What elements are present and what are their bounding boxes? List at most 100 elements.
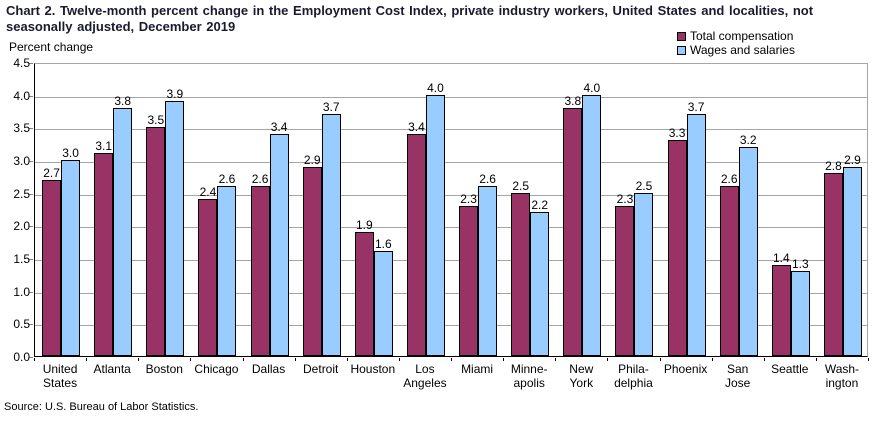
bar-wages-and-salaries-detroit (321, 114, 341, 356)
bar-wages-and-salaries-dallas (269, 134, 289, 356)
y-axis-tick (29, 128, 33, 130)
value-label-wages-and-salaries-san-jose: 3.2 (739, 133, 757, 147)
value-label-total-compensation-seattle: 1.4 (772, 251, 790, 265)
gridline (35, 292, 867, 294)
value-label-wages-and-salaries-chicago: 2.6 (218, 172, 236, 186)
x-axis-tick (190, 358, 191, 361)
x-axis-tick (399, 358, 400, 361)
value-label-wages-and-salaries-minneapolis: 2.2 (531, 198, 549, 212)
value-label-wages-and-salaries-houston: 1.6 (374, 237, 392, 251)
y-axis-tick (29, 95, 33, 97)
y-tick-label: 4.0 (13, 88, 30, 103)
y-axis-tick (29, 259, 33, 260)
value-label-total-compensation-phoenix: 3.3 (668, 126, 686, 140)
x-category-label-new-york: New York (569, 362, 594, 391)
bar-total-compensation-new-york (563, 108, 583, 356)
bar-wages-and-salaries-minneapolis (530, 212, 550, 356)
plot-area: 2.7 3.0 3.1 3.8 3.5 3.9 2.4 2.6 2.6 3.4 2.9 3.7 1.9 1… (34, 63, 868, 357)
gridline (35, 129, 867, 131)
x-axis-tick (503, 358, 504, 361)
gridline (35, 194, 867, 196)
x-category-label-minneapolis: Minne- apolis (510, 362, 548, 391)
x-axis-tick (86, 358, 87, 361)
legend-item-total-compensation: Total compensation (677, 29, 795, 43)
bar-total-compensation-san-jose (719, 186, 739, 356)
y-tick-label: 3.0 (13, 154, 30, 168)
bar-wages-and-salaries-philadelphia (634, 193, 654, 356)
x-category-label-houston: Houston (350, 362, 396, 376)
x-axis-tick (295, 358, 296, 361)
x-category-label-phoenix: Phoenix (663, 362, 708, 376)
legend-label-total-compensation: Total compensation (690, 29, 794, 43)
y-axis-title: Percent change (9, 40, 94, 54)
value-label-wages-and-salaries-boston: 3.9 (166, 87, 184, 101)
value-label-total-compensation-chicago: 2.4 (199, 185, 217, 199)
value-label-total-compensation-detroit: 2.9 (303, 153, 321, 167)
value-label-total-compensation-washington: 2.8 (825, 159, 842, 173)
bar-total-compensation-chicago (198, 199, 218, 356)
value-label-total-compensation-philadelphia: 2.3 (616, 192, 634, 206)
y-tick-label: 4.5 (13, 56, 30, 70)
y-axis-tick (29, 291, 33, 293)
x-category-label-washington: Wash- ington (824, 362, 860, 391)
bar-wages-and-salaries-united-states (61, 160, 81, 356)
bar-total-compensation-boston (146, 127, 166, 356)
y-tick-label: 0.5 (13, 317, 30, 332)
value-label-wages-and-salaries-dallas: 3.4 (270, 120, 288, 134)
bar-total-compensation-atlanta (94, 153, 114, 356)
bar-total-compensation-phoenix (667, 140, 687, 356)
y-tick-label: 1.5 (13, 252, 30, 266)
value-label-wages-and-salaries-los-angeles: 4.0 (427, 81, 444, 95)
gridline (35, 162, 867, 163)
y-tick-label: 2.5 (13, 186, 30, 201)
bar-wages-and-salaries-houston (373, 251, 393, 356)
x-axis-tick (138, 358, 139, 361)
value-label-total-compensation-miami: 2.3 (460, 192, 477, 206)
y-axis-tick (29, 193, 33, 195)
gridline (35, 96, 867, 98)
value-label-wages-and-salaries-miami: 2.6 (479, 172, 496, 186)
value-label-wages-and-salaries-philadelphia: 2.5 (635, 179, 653, 193)
bar-wages-and-salaries-miami (478, 186, 498, 356)
value-label-wages-and-salaries-united-states: 3.0 (62, 146, 79, 160)
bar-wages-and-salaries-chicago (217, 186, 237, 356)
value-label-total-compensation-los-angeles: 3.4 (408, 120, 425, 134)
bar-total-compensation-washington (823, 173, 843, 356)
gridline (35, 260, 867, 261)
value-label-total-compensation-united-states: 2.7 (43, 166, 60, 180)
value-label-total-compensation-boston: 3.5 (147, 113, 165, 127)
gridline (35, 227, 867, 229)
value-label-wages-and-salaries-detroit: 3.7 (322, 100, 340, 114)
source-note: Source: U.S. Bureau of Labor Statistics. (4, 401, 199, 413)
bar-total-compensation-detroit (302, 167, 322, 356)
x-axis-tick (816, 358, 817, 361)
y-tick-label: 3.5 (13, 121, 30, 136)
x-axis-tick (712, 358, 713, 361)
y-axis-tick (29, 161, 33, 162)
x-axis-tick (868, 358, 869, 361)
chart-title: Chart 2. Twelve-month percent change in … (6, 3, 814, 34)
value-label-total-compensation-dallas: 2.6 (251, 172, 269, 186)
y-axis-tick (29, 63, 33, 64)
bar-total-compensation-seattle (771, 265, 791, 356)
bar-total-compensation-philadelphia (615, 206, 635, 356)
value-label-total-compensation-houston: 1.9 (355, 218, 373, 232)
legend-label-wages-and-salaries: Wages and salaries (690, 43, 795, 57)
x-axis-tick (451, 358, 452, 361)
x-category-label-chicago: Chicago (194, 362, 239, 376)
bar-wages-and-salaries-los-angeles (425, 95, 445, 356)
legend-item-wages-and-salaries: Wages and salaries (677, 43, 795, 57)
x-category-label-los-angeles: Los Angeles (403, 362, 447, 391)
value-label-total-compensation-san-jose: 2.6 (720, 172, 738, 186)
value-label-wages-and-salaries-new-york: 4.0 (583, 81, 601, 95)
y-tick-label: 0.0 (13, 350, 30, 364)
bar-wages-and-salaries-san-jose (738, 147, 758, 356)
x-category-label-atlanta: Atlanta (93, 362, 131, 376)
bar-total-compensation-united-states (42, 180, 62, 356)
legend: Total compensation Wages and salaries (677, 29, 795, 57)
bar-total-compensation-dallas (250, 186, 270, 356)
x-axis-tick (243, 358, 244, 361)
bar-wages-and-salaries-phoenix (686, 114, 706, 356)
bar-wages-and-salaries-boston (165, 101, 185, 356)
